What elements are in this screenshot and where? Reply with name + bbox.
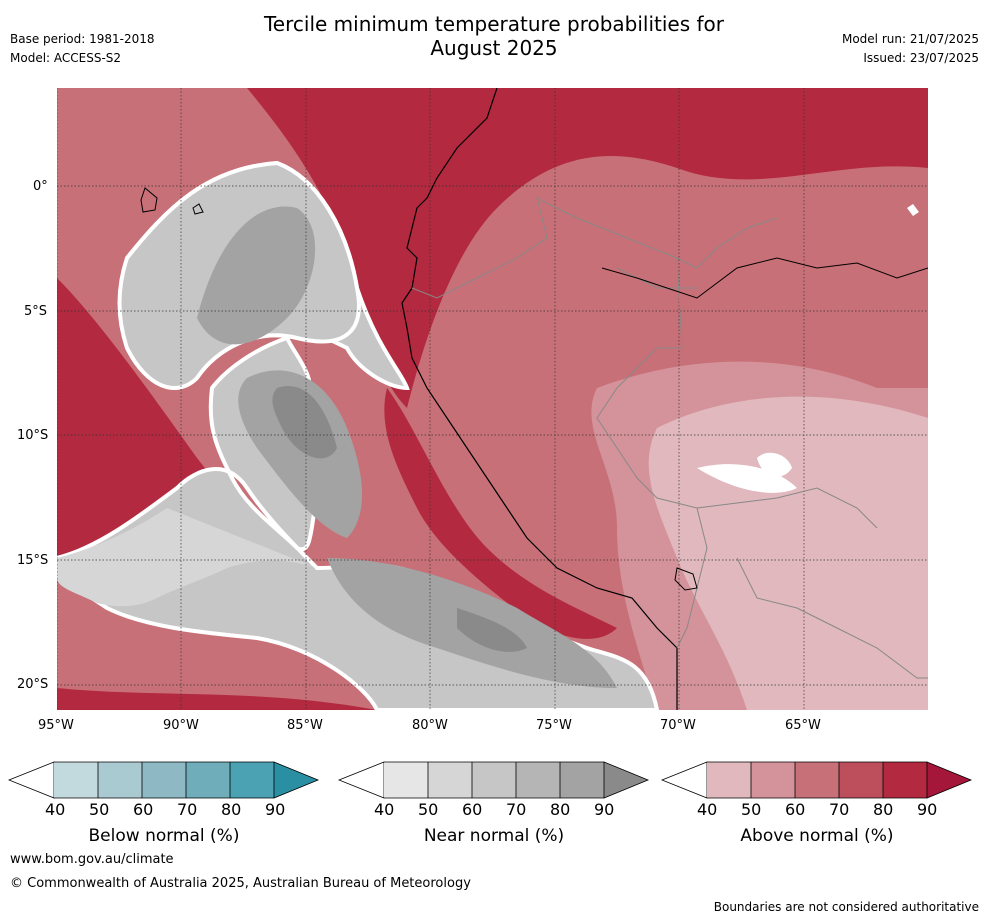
above-tick-70: 70 [829, 800, 850, 819]
below-normal-label: Below normal (%) [88, 826, 240, 846]
lon-label-75w: 75°W [536, 718, 572, 733]
lat-label-5s: 5°S [24, 304, 48, 319]
galapagos-island-2 [192, 203, 204, 215]
white-patch-3 [907, 204, 919, 216]
title-line-1: Tercile minimum temperature probabilitie… [263, 12, 725, 36]
above-tick-80: 80 [873, 800, 894, 819]
model-run-text: Model run: 21/07/2025 [841, 32, 979, 46]
below-tick-60: 60 [133, 800, 154, 819]
above-tick-90: 90 [917, 800, 938, 819]
below-normal-colorbar [8, 761, 320, 799]
near-tick-90: 90 [594, 800, 615, 819]
amazon-river [601, 257, 928, 299]
lon-label-95w: 95°W [38, 718, 74, 733]
model-text: Model: ACCESS-S2 [10, 51, 122, 65]
lat-label-20s: 20°S [17, 677, 49, 692]
near-tick-70: 70 [506, 800, 527, 819]
above-normal-colorbar [661, 761, 973, 799]
lat-label-10s: 10°S [17, 428, 49, 443]
graticule [57, 88, 928, 710]
near-90-central [272, 386, 337, 459]
lon-label-80w: 80°W [412, 718, 448, 733]
above-normal-label: Above normal (%) [740, 826, 894, 846]
below-tick-40: 40 [45, 800, 66, 819]
galapagos-island-1 [140, 187, 158, 213]
near-90-south [457, 608, 527, 652]
near-80-central [238, 370, 362, 538]
footer-url: www.bom.gov.au/climate [10, 852, 174, 867]
near-tick-40: 40 [374, 800, 395, 819]
lon-label-70w: 70°W [660, 718, 696, 733]
probability-map [57, 88, 928, 710]
lat-label-0: 0° [33, 179, 48, 194]
footer-copyright: © Commonwealth of Australia 2025, Austra… [10, 876, 471, 891]
near-50-west [57, 508, 317, 607]
near-tick-80: 80 [550, 800, 571, 819]
below-tick-50: 50 [89, 800, 110, 819]
page-title: Tercile minimum temperature probabilitie… [0, 12, 988, 60]
lon-label-65w: 65°W [785, 718, 821, 733]
near-tick-50: 50 [418, 800, 439, 819]
near-normal-colorbar [338, 761, 650, 799]
above-80-coast [384, 388, 617, 639]
base-period-text: Base period: 1981-2018 [10, 32, 155, 46]
near-80-north [197, 206, 316, 345]
lat-label-15s: 15°S [17, 553, 49, 568]
below-tick-70: 70 [177, 800, 198, 819]
below-tick-80: 80 [221, 800, 242, 819]
issued-text: Issued: 23/07/2025 [863, 51, 979, 65]
below-tick-90: 90 [265, 800, 286, 819]
lake-titicaca [674, 567, 698, 591]
white-patch-2 [757, 452, 792, 477]
above-tick-50: 50 [741, 800, 762, 819]
above-80-north [247, 88, 928, 408]
title-line-2: August 2025 [430, 36, 558, 60]
lon-label-85w: 85°W [287, 718, 323, 733]
near-normal-label: Near normal (%) [423, 826, 565, 846]
country-borders [411, 197, 928, 679]
south-america-coastline [401, 88, 678, 710]
above-tick-60: 60 [785, 800, 806, 819]
near-tick-60: 60 [462, 800, 483, 819]
above-tick-40: 40 [697, 800, 718, 819]
white-patch-1 [697, 464, 797, 493]
footer-disclaimer: Boundaries are not considered authoritat… [713, 900, 979, 914]
lon-label-90w: 90°W [163, 718, 199, 733]
above-80-southwest [57, 688, 377, 710]
